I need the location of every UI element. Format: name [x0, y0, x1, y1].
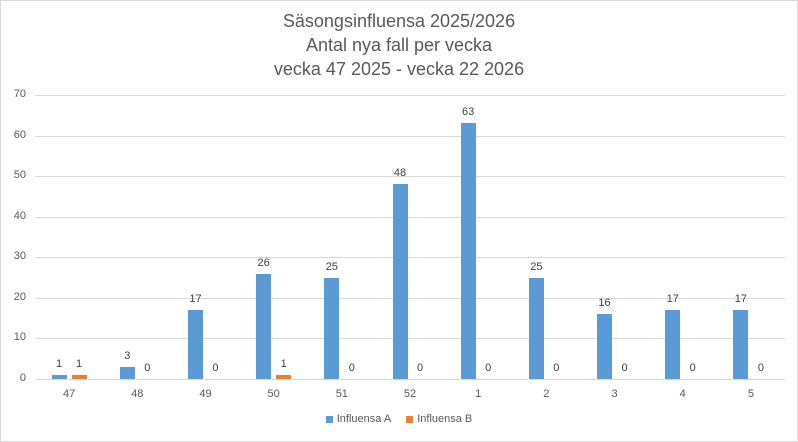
- bar-influensa-b[interactable]: [71, 374, 87, 379]
- legend-item-a[interactable]: Influensa A: [325, 413, 392, 425]
- bar-influensa-a[interactable]: [51, 374, 67, 379]
- legend: Influensa A Influensa B: [0, 413, 798, 426]
- data-label: 25: [530, 260, 543, 273]
- x-tick-label: 2: [543, 388, 550, 400]
- data-label: 1: [76, 357, 83, 370]
- y-tick-label: 40: [13, 209, 26, 222]
- data-label: 0: [757, 362, 764, 374]
- gridline: [35, 297, 785, 299]
- x-tick-label: 47: [62, 388, 76, 400]
- bar-influensa-a[interactable]: [597, 314, 613, 379]
- legend-item-b[interactable]: Influensa B: [406, 413, 472, 425]
- data-label: 1: [280, 357, 287, 370]
- x-tick-label: 48: [131, 388, 144, 400]
- x-tick-label: 49: [199, 388, 212, 400]
- bar-influensa-a[interactable]: [733, 310, 749, 379]
- gridline: [35, 135, 785, 137]
- x-tick-label: 51: [335, 388, 348, 400]
- y-tick-label: 60: [13, 128, 26, 141]
- data-label: 25: [325, 260, 338, 273]
- data-label: 26: [257, 256, 270, 269]
- data-label: 17: [734, 293, 748, 306]
- legend-label-b: Influensa B: [417, 413, 473, 425]
- y-tick-label: 70: [13, 88, 26, 100]
- gridline: [35, 95, 785, 96]
- bar-influensa-b[interactable]: [276, 374, 292, 379]
- chart-title: Säsongsinfluensa 2025/2026: [282, 11, 516, 31]
- x-tick-label: 5: [747, 388, 754, 400]
- y-tick-label: 20: [13, 290, 26, 303]
- bar-influensa-a[interactable]: [460, 123, 476, 379]
- legend-label-a: Influensa A: [336, 413, 392, 425]
- data-label: 3: [124, 349, 131, 362]
- data-label: 0: [348, 362, 355, 374]
- data-label: 17: [666, 293, 679, 306]
- gridline: [35, 338, 785, 340]
- bar-influensa-a[interactable]: [392, 184, 408, 379]
- bar-influensa-a[interactable]: [256, 273, 272, 379]
- data-label: 0: [416, 362, 424, 374]
- data-label: 16: [598, 297, 611, 310]
- data-label: 48: [393, 167, 407, 180]
- data-label: 0: [553, 362, 560, 374]
- bar-influensa-a[interactable]: [528, 277, 544, 379]
- data-label: 0: [144, 362, 151, 374]
- y-tick-label: 10: [13, 331, 26, 344]
- data-label: 0: [621, 362, 628, 374]
- data-label: 0: [689, 362, 696, 374]
- gridline: [35, 216, 785, 218]
- y-tick-label: 50: [13, 169, 26, 182]
- x-tick-label: 1: [475, 388, 482, 400]
- data-label: 17: [189, 293, 202, 306]
- gridline: [35, 257, 785, 259]
- bar-influensa-a[interactable]: [324, 277, 340, 379]
- x-tick-label: 3: [611, 388, 618, 400]
- bar-influensa-a[interactable]: [119, 366, 135, 379]
- chart-subtitle-2: vecka 47 2025 - vecka 22 2026: [273, 59, 525, 79]
- data-label: 63: [462, 106, 475, 119]
- bar-influensa-a[interactable]: [187, 310, 203, 379]
- y-tick-label: 0: [19, 372, 26, 384]
- data-label: 0: [212, 362, 219, 374]
- bar-influensa-a[interactable]: [665, 310, 681, 379]
- data-label: 1: [56, 357, 63, 370]
- legend-swatch-b: [406, 415, 414, 423]
- data-label: 0: [485, 362, 492, 374]
- gridline: [35, 176, 785, 178]
- gridline: [35, 379, 785, 380]
- x-tick-label: 50: [267, 388, 280, 400]
- x-tick-label: 4: [679, 388, 686, 400]
- chart-subtitle-1: Antal nya fall per vecka: [305, 35, 493, 55]
- y-tick-label: 30: [13, 250, 26, 263]
- legend-swatch-a: [325, 415, 333, 423]
- x-tick-label: 52: [403, 388, 417, 400]
